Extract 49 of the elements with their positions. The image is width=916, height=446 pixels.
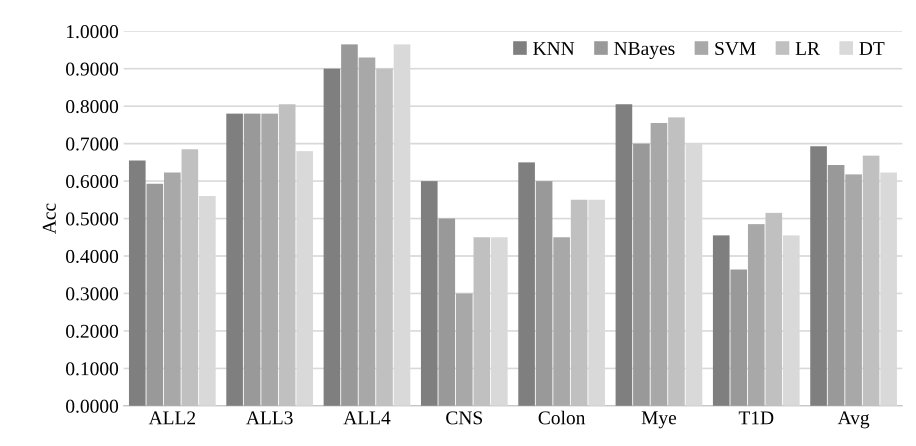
legend-label: NBayes xyxy=(614,42,674,60)
bar xyxy=(810,146,827,406)
y-tick-label: 0.9000 xyxy=(66,62,118,76)
y-tick-label: 1.0000 xyxy=(67,25,118,38)
bar xyxy=(146,184,164,406)
bar xyxy=(164,172,181,406)
x-tick-label: T1D xyxy=(738,411,774,424)
bar xyxy=(358,57,376,406)
bar xyxy=(420,181,438,406)
bar xyxy=(730,269,748,406)
bar xyxy=(226,114,243,406)
bar xyxy=(456,293,473,406)
bar xyxy=(650,123,668,406)
y-tick-label: 0.2000 xyxy=(66,324,118,338)
bar xyxy=(748,224,765,406)
bar xyxy=(828,164,844,406)
y-tick-label: 0.5000 xyxy=(66,212,118,226)
y-tick-label: 0.8000 xyxy=(66,100,118,114)
bar xyxy=(616,104,632,406)
bar xyxy=(128,160,146,406)
x-tick-label: CNS xyxy=(446,411,482,424)
y-tick-label: 0.6000 xyxy=(66,174,118,188)
x-tick-label: ALL2 xyxy=(148,411,196,424)
bar xyxy=(438,218,456,406)
y-tick-label: 0.1000 xyxy=(66,362,118,376)
y-tick-label: 0.3000 xyxy=(66,287,118,300)
bar xyxy=(324,68,340,406)
bar xyxy=(712,235,730,406)
bar xyxy=(518,162,535,406)
y-tick-label: 0.0000 xyxy=(66,400,118,413)
y-tick-label: 0.4000 xyxy=(66,250,118,264)
legend-label: DT xyxy=(859,42,884,55)
bar xyxy=(341,44,358,406)
bar xyxy=(553,237,570,406)
x-tick-label: ALL4 xyxy=(343,411,390,424)
y-axis-title: Acc xyxy=(42,203,56,234)
x-tick-label: Mye xyxy=(642,411,676,428)
legend-label: KNN xyxy=(533,42,574,55)
legend-label: LR xyxy=(796,42,820,55)
y-tick-label: 0.7000 xyxy=(66,137,118,151)
bar xyxy=(261,114,278,406)
x-tick-label: Colon xyxy=(538,410,586,424)
bar xyxy=(633,144,650,406)
legend-label: SVM xyxy=(715,42,756,56)
bar xyxy=(244,114,260,406)
x-tick-label: ALL3 xyxy=(246,411,293,424)
x-tick-label: Avg xyxy=(838,411,870,428)
bar xyxy=(536,181,552,406)
bar xyxy=(845,174,862,406)
